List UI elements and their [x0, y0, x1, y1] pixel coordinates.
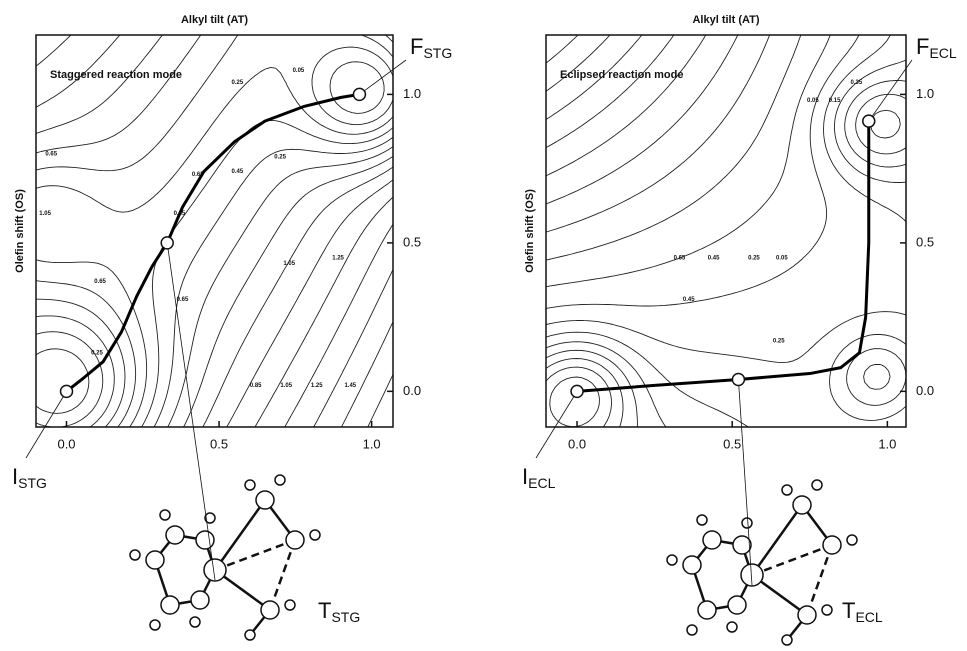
y-axis-label: Olefin shift (OS): [14, 189, 26, 273]
contour-line: [36, 35, 393, 427]
point-subscript: STG: [423, 45, 452, 61]
contour-line: [546, 60, 906, 427]
contour-label: 0.45: [708, 255, 720, 261]
contour-label: 0.45: [232, 169, 244, 175]
point-label: FSTG: [410, 34, 452, 61]
contour-label: 1.25: [311, 383, 323, 389]
contour-label: 0.25: [773, 338, 785, 344]
chart-title: Alkyl tilt (AT): [181, 14, 248, 26]
point-name: T: [842, 598, 855, 623]
contour-label: 0.65: [177, 297, 189, 303]
contour-line: [36, 35, 89, 413]
leader-line: [359, 60, 406, 94]
contour-label: 0.25: [748, 255, 760, 261]
contour-line: [550, 377, 600, 427]
contour-line: [546, 35, 578, 63]
contour-label: 0.25: [91, 350, 103, 356]
y-tick-label: 0.5: [916, 234, 934, 249]
contour-line: [36, 35, 393, 427]
x-tick-label: 1.0: [363, 436, 381, 451]
chart-title: Alkyl tilt (AT): [692, 14, 759, 26]
reaction-path: [577, 121, 869, 391]
stationary-point: [732, 373, 744, 385]
stationary-point: [61, 385, 73, 397]
contour-label: 1.05: [280, 383, 292, 389]
molecule-left: [130, 475, 320, 640]
point-label: TSTG: [318, 598, 360, 625]
contour-label: 0.35: [851, 80, 863, 86]
contour-line: [341, 322, 393, 427]
point-subscript: ECL: [929, 45, 956, 61]
contour-line: [546, 94, 906, 427]
plot-frame: [546, 35, 906, 427]
contour-line: [546, 35, 674, 148]
contour-label: 0.05: [293, 68, 305, 74]
molecule-right: [667, 480, 857, 645]
reaction-path: [67, 94, 360, 391]
contour-label: 1.05: [283, 261, 295, 267]
point-subscript: ECL: [855, 609, 882, 625]
contour-label: 1.05: [39, 211, 51, 217]
contour-label: 0.85: [250, 383, 262, 389]
contour-line: [546, 81, 906, 428]
contour-label: 0.05: [807, 98, 819, 104]
y-tick-label: 0.5: [403, 234, 421, 249]
y-tick-label: 0.0: [916, 383, 934, 398]
contour-label: 0.65: [45, 151, 57, 157]
contour-label: 0.45: [683, 297, 695, 303]
y-tick-label: 0.0: [403, 383, 421, 398]
contour-field: [36, 35, 393, 427]
x-tick-label: 0.5: [723, 436, 741, 451]
contour-label: 0.25: [232, 80, 244, 86]
y-axis-label: Olefin shift (OS): [524, 189, 536, 273]
contour-line: [546, 35, 610, 91]
contour-field: [546, 35, 906, 427]
point-name: T: [318, 598, 331, 623]
y-tick-label: 1.0: [916, 86, 934, 101]
contour-line: [36, 35, 120, 427]
contour-label: 0.65: [94, 279, 106, 285]
point-name: F: [916, 34, 929, 59]
contour-line: [36, 35, 384, 427]
stationary-point: [863, 115, 875, 127]
stationary-point: [571, 385, 583, 397]
contour-line: [368, 374, 393, 427]
point-subscript: STG: [331, 609, 360, 625]
stationary-point: [161, 237, 173, 249]
x-tick-label: 0.0: [57, 436, 75, 451]
x-tick-label: 1.0: [878, 436, 896, 451]
contour-label: 0.25: [274, 154, 286, 160]
contour-line: [227, 180, 393, 427]
point-label: TECL: [842, 598, 883, 625]
contour-label: 1.45: [344, 383, 356, 389]
contour-label: 0.65: [674, 255, 686, 261]
x-tick-label: 0.0: [568, 436, 586, 451]
point-subscript: ECL: [528, 475, 555, 491]
contour-label: 1.25: [332, 255, 344, 261]
point-subscript: STG: [18, 475, 47, 491]
point-label: FECL: [916, 34, 957, 61]
annotation: Staggered reaction mode: [50, 69, 182, 81]
annotation: Eclipsed reaction mode: [560, 69, 683, 81]
point-name: F: [410, 34, 423, 59]
contour-line: [546, 35, 706, 176]
stationary-point: [353, 88, 365, 100]
contour-line: [36, 35, 162, 427]
contour-line: [546, 35, 738, 204]
contour-label: 0.05: [776, 255, 788, 261]
point-label: ISTG: [12, 464, 47, 491]
contour-label: 0.15: [829, 98, 841, 104]
plot-frame: [36, 35, 393, 427]
figure: Alkyl tilt (AT) Olefin shift (OS) Staggere…: [0, 0, 967, 651]
contour-line: [154, 137, 393, 427]
y-tick-label: 1.0: [403, 86, 421, 101]
point-label: IECL: [522, 464, 556, 491]
x-tick-label: 0.5: [210, 436, 228, 451]
